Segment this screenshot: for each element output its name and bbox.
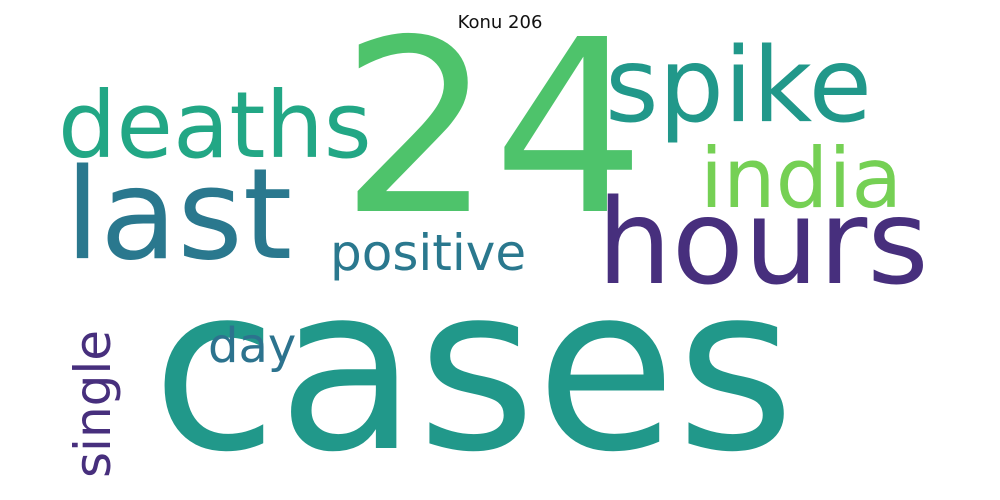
word-deaths: deaths <box>58 72 372 179</box>
word-single: single <box>64 329 122 478</box>
word-cases: cases <box>152 236 795 500</box>
word-24: 24 <box>340 0 646 268</box>
chart-title: Konu 206 <box>457 12 543 33</box>
word-positive: positive <box>330 224 527 282</box>
word-india: india <box>700 130 903 227</box>
word-day: day <box>208 318 297 374</box>
word-hours: hours <box>597 173 929 311</box>
word-spike: spike <box>605 26 873 146</box>
word-last: last <box>65 141 293 288</box>
